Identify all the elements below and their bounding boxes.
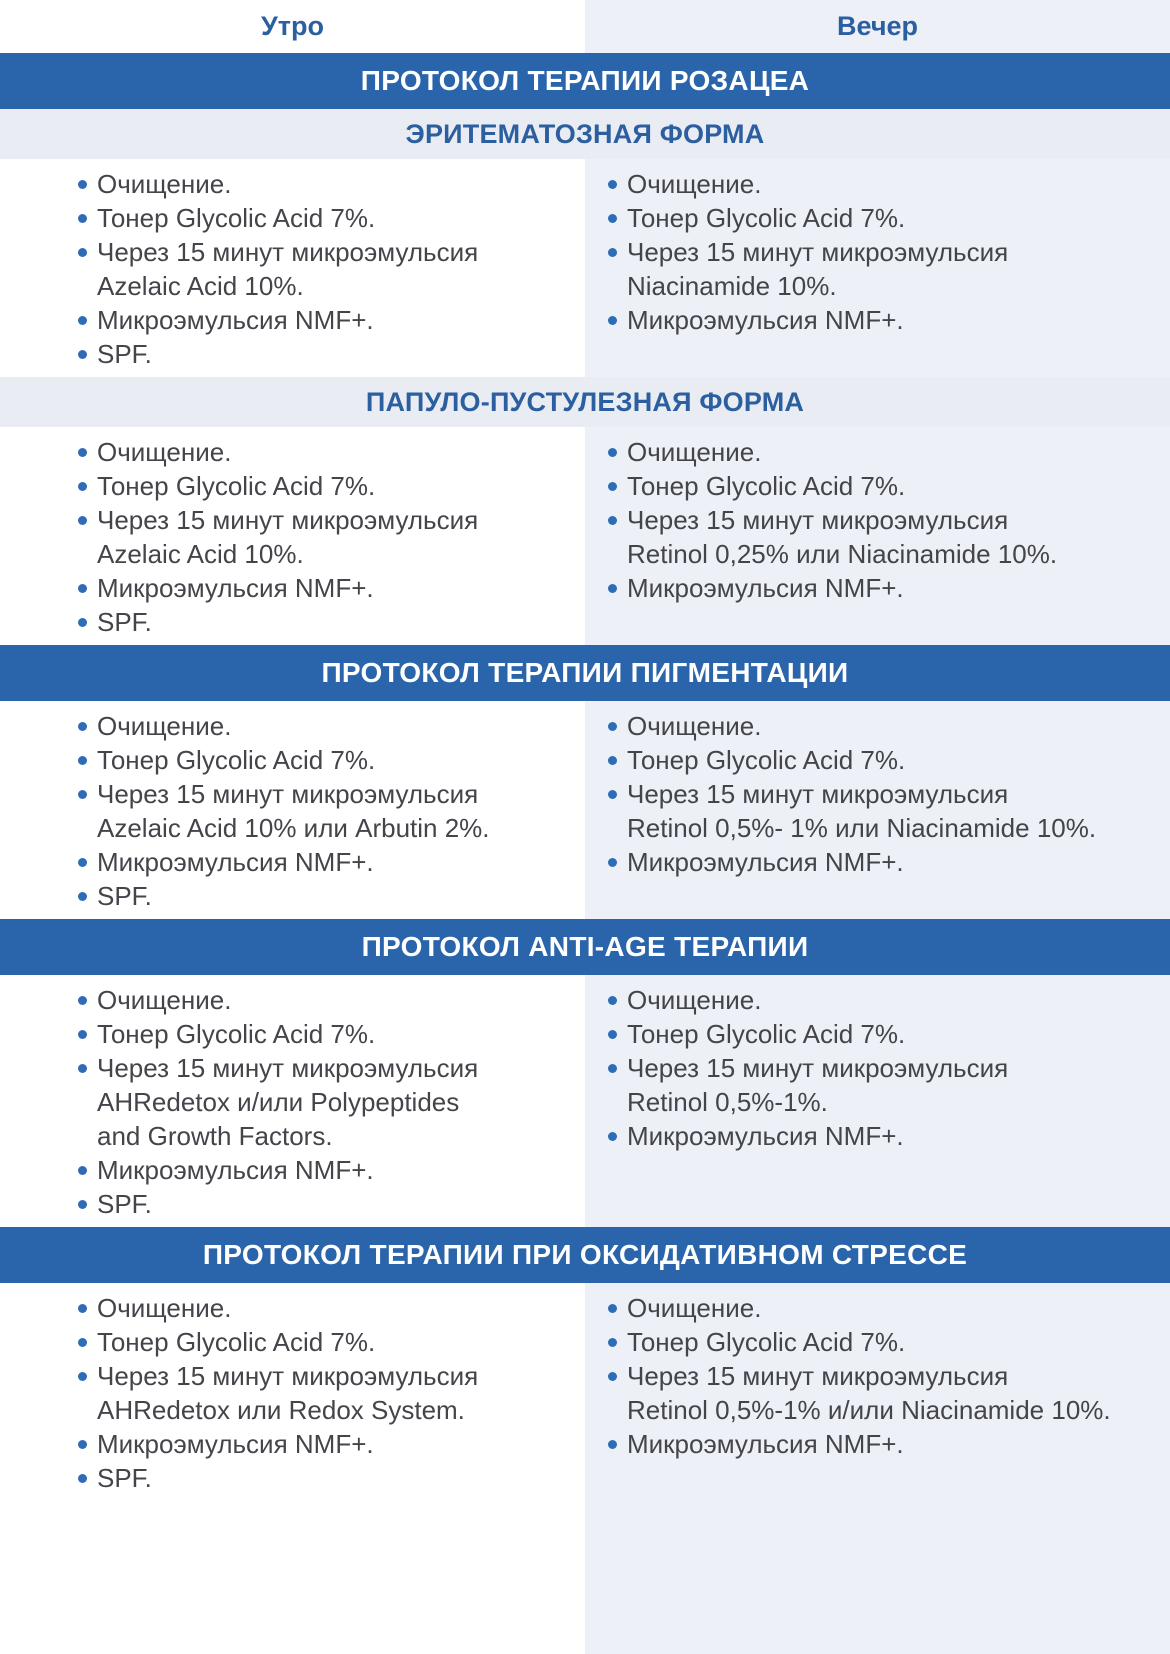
routine-list-evening: Очищение. Тонер Glycolic Acid 7%. Через 15… (602, 709, 1160, 879)
section-banner: ПРОТОКОЛ ТЕРАПИИ ПИГМЕНТАЦИИ (0, 645, 1170, 701)
routine-item: Очищение. (602, 167, 1160, 201)
routine-item: Очищение. (602, 983, 1160, 1017)
subsection-header: ЭРИТЕМАТОЗНАЯ ФОРМА (0, 109, 1170, 159)
routine-item: Через 15 минут микроэмульсия Niacinamide… (602, 235, 1160, 303)
routine-item: SPF. (72, 605, 575, 639)
protocol-row: Очищение. Тонер Glycolic Acid 7%. Через 15… (0, 701, 1170, 919)
routine-item: Микроэмульсия NMF+. (72, 845, 575, 879)
routine-list-morning: Очищение. Тонер Glycolic Acid 7%. Через 15… (72, 167, 575, 371)
routine-item: Тонер Glycolic Acid 7%. (72, 1325, 575, 1359)
protocol-row: Очищение. Тонер Glycolic Acid 7%. Через 15… (0, 975, 1170, 1227)
section-banner: ПРОТОКОЛ ТЕРАПИИ ПРИ ОКСИДАТИВНОМ СТРЕСС… (0, 1227, 1170, 1283)
sections: ПРОТОКОЛ ТЕРАПИИ РОЗАЦЕА ЭРИТЕМАТОЗНАЯ ФО… (0, 53, 1170, 1501)
routine-item: Тонер Glycolic Acid 7%. (72, 743, 575, 777)
column-evening: Очищение. Тонер Glycolic Acid 7%. Через 15… (585, 1283, 1170, 1467)
routine-item: Тонер Glycolic Acid 7%. (602, 743, 1160, 777)
section-banner: ПРОТОКОЛ ТЕРАПИИ РОЗАЦЕА (0, 53, 1170, 109)
routine-item: Через 15 минут микроэмульсия Retinol 0,5… (602, 777, 1160, 845)
routine-item: Через 15 минут микроэмульсия AHRedetox и… (72, 1051, 575, 1153)
routine-item: Очищение. (72, 709, 575, 743)
routine-item: Тонер Glycolic Acid 7%. (72, 201, 575, 235)
subsection-header: ПАПУЛО-ПУСТУЛЕЗНАЯ ФОРМА (0, 377, 1170, 427)
routine-item: Очищение. (602, 1291, 1160, 1325)
routine-list-morning: Очищение. Тонер Glycolic Acid 7%. Через 15… (72, 709, 575, 913)
routine-item: Микроэмульсия NMF+. (602, 845, 1160, 879)
routine-item: Тонер Glycolic Acid 7%. (602, 1325, 1160, 1359)
routine-item: Микроэмульсия NMF+. (602, 1119, 1160, 1153)
routine-item: Тонер Glycolic Acid 7%. (72, 1017, 575, 1051)
section-banner: ПРОТОКОЛ ANTI-AGE ТЕРАПИИ (0, 919, 1170, 975)
routine-item: SPF. (72, 1187, 575, 1221)
routine-item: Микроэмульсия NMF+. (72, 1153, 575, 1187)
routine-item: Через 15 минут микроэмульсия Retinol 0,5… (602, 1359, 1160, 1427)
column-evening: Очищение. Тонер Glycolic Acid 7%. Через 15… (585, 701, 1170, 885)
column-header-morning: Утро (260, 11, 324, 41)
column-evening: Очищение. Тонер Glycolic Acid 7%. Через 15… (585, 427, 1170, 611)
routine-list-morning: Очищение. Тонер Glycolic Acid 7%. Через 15… (72, 435, 575, 639)
routine-item: SPF. (72, 1461, 575, 1495)
routine-item: Микроэмульсия NMF+. (72, 303, 575, 337)
routine-item: Через 15 минут микроэмульсия Azelaic Aci… (72, 777, 575, 845)
routine-list-evening: Очищение. Тонер Glycolic Acid 7%. Через 15… (602, 435, 1160, 605)
column-header-evening: Вечер (836, 11, 919, 41)
routine-list-evening: Очищение. Тонер Glycolic Acid 7%. Через 15… (602, 1291, 1160, 1461)
routine-list-evening: Очищение. Тонер Glycolic Acid 7%. Через 15… (602, 167, 1160, 337)
routine-item: Микроэмульсия NMF+. (602, 303, 1160, 337)
routine-item: Через 15 минут микроэмульсия Retinol 0,5… (602, 1051, 1160, 1119)
routine-item: Очищение. (72, 435, 575, 469)
routine-item: Очищение. (72, 1291, 575, 1325)
column-morning: Очищение. Тонер Glycolic Acid 7%. Через 15… (0, 1283, 585, 1501)
routine-item: Тонер Glycolic Acid 7%. (72, 469, 575, 503)
column-morning: Очищение. Тонер Glycolic Acid 7%. Через 15… (0, 159, 585, 377)
routine-item: Через 15 минут микроэмульсия Azelaic Aci… (72, 503, 575, 571)
routine-item: Через 15 минут микроэмульсия Retinol 0,2… (602, 503, 1160, 571)
routine-item: Тонер Glycolic Acid 7%. (602, 201, 1160, 235)
routine-item: Тонер Glycolic Acid 7%. (602, 469, 1160, 503)
routine-item: Очищение. (72, 167, 575, 201)
column-morning: Очищение. Тонер Glycolic Acid 7%. Через 15… (0, 975, 585, 1227)
evening-column-background (585, 0, 1170, 1654)
routine-item: Микроэмульсия NMF+. (72, 1427, 575, 1461)
protocol-row: Очищение. Тонер Glycolic Acid 7%. Через 15… (0, 427, 1170, 645)
routine-item: Очищение. (602, 709, 1160, 743)
routine-list-evening: Очищение. Тонер Glycolic Acid 7%. Через 15… (602, 983, 1160, 1153)
page-content: Утро Вечер ПРОТОКОЛ ТЕРАПИИ РОЗАЦЕА ЭРИТЕ… (0, 0, 1170, 1501)
routine-item: Тонер Glycolic Acid 7%. (602, 1017, 1160, 1051)
routine-item: Через 15 минут микроэмульсия AHRedetox и… (72, 1359, 575, 1427)
routine-item: Через 15 минут микроэмульсия Azelaic Aci… (72, 235, 575, 303)
routine-item: Очищение. (602, 435, 1160, 469)
column-morning: Очищение. Тонер Glycolic Acid 7%. Через 15… (0, 427, 585, 645)
routine-item: SPF. (72, 879, 575, 913)
routine-list-morning: Очищение. Тонер Glycolic Acid 7%. Через 15… (72, 1291, 575, 1495)
routine-item: Очищение. (72, 983, 575, 1017)
routine-item: Микроэмульсия NMF+. (602, 1427, 1160, 1461)
column-evening: Очищение. Тонер Glycolic Acid 7%. Через 15… (585, 975, 1170, 1159)
routine-item: Микроэмульсия NMF+. (72, 571, 575, 605)
column-header-row: Утро Вечер (0, 0, 1170, 53)
routine-item: SPF. (72, 337, 575, 371)
column-morning: Очищение. Тонер Glycolic Acid 7%. Через 15… (0, 701, 585, 919)
routine-item: Микроэмульсия NMF+. (602, 571, 1160, 605)
protocol-row: Очищение. Тонер Glycolic Acid 7%. Через 15… (0, 159, 1170, 377)
column-evening: Очищение. Тонер Glycolic Acid 7%. Через 15… (585, 159, 1170, 343)
protocol-row: Очищение. Тонер Glycolic Acid 7%. Через 15… (0, 1283, 1170, 1501)
routine-list-morning: Очищение. Тонер Glycolic Acid 7%. Через 15… (72, 983, 575, 1221)
